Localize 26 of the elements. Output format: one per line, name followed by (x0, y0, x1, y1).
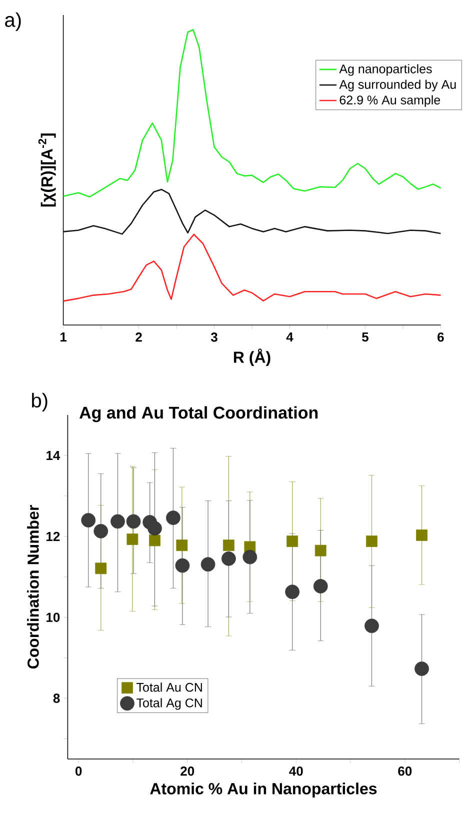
legend-label: Total Au CN (136, 682, 202, 692)
legend-label: 62.9 % Au sample (340, 95, 440, 107)
x-tick-label: 60 (398, 766, 412, 776)
text: a) (5, 12, 21, 31)
y-tick-label: 14 (46, 451, 60, 460)
x-tick-label: 2 (136, 332, 142, 342)
x-tick-label: 4 (286, 332, 294, 342)
text: b) (32, 392, 48, 412)
x-tick-label: 20 (180, 766, 194, 776)
x-tick-label: 6 (438, 332, 444, 342)
x-tick-label: 0 (75, 766, 82, 776)
legend-label: Total Ag CN (136, 698, 202, 710)
y-tick-label: 12 (46, 532, 60, 541)
y-tick-label: 10 (46, 612, 60, 622)
y-tick-label: 8 (53, 694, 60, 703)
x-axis-title: R (Å) (234, 348, 270, 366)
x-tick-label: 1 (60, 332, 67, 342)
x-tick-label: 5 (362, 332, 368, 342)
legend-label: Ag surrounded by Au (339, 80, 456, 92)
y-axis-title: [χ(R)][A$^{-2}$] (38, 134, 56, 206)
x-tick-label: 40 (289, 766, 303, 776)
x-tick-label: 3 (210, 332, 218, 342)
y-axis-title: Coordination Number (27, 505, 39, 669)
legend-label: Ag nanoparticles (339, 64, 432, 76)
x-axis-title: Atomic % Au in Nanoparticles (150, 782, 377, 798)
chart-title: Ag and Au Total Coordination (79, 406, 318, 422)
